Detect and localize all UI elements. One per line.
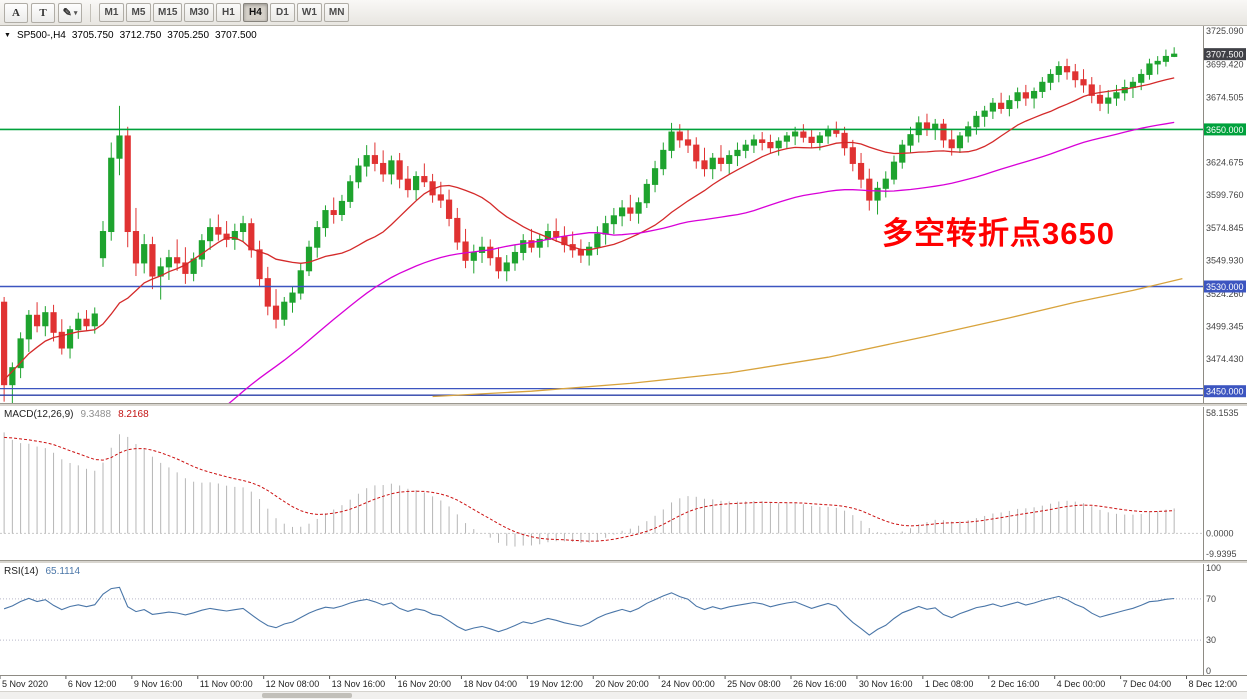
svg-text:8 Dec 12:00: 8 Dec 12:00 [1189, 679, 1238, 689]
macd-pane: 58.1535 0.0000 -9.9395 MACD(12,26,9) 9.348… [0, 407, 1247, 560]
svg-text:3524.260: 3524.260 [1206, 289, 1244, 299]
timeframe-button-m15[interactable]: M15 [153, 3, 183, 22]
crayon-tool-button[interactable]: ✎ ▾ [58, 2, 82, 23]
price-chart[interactable]: 3725.090 3699.420 3674.505 3624.675 3599.760… [0, 26, 1247, 403]
svg-text:13 Nov 16:00: 13 Nov 16:00 [332, 679, 386, 689]
rsi-name: RSI(14) [4, 566, 39, 577]
text-label-tool-button[interactable]: A [4, 2, 28, 23]
scrollbar-thumb[interactable] [262, 693, 352, 698]
toolbar: A T ✎ ▾ M1 M5 M15 M30 H1 H4 D1 W1 MN [0, 0, 1247, 26]
price-pane: 3725.090 3699.420 3674.505 3624.675 3599.760… [0, 26, 1247, 403]
svg-text:3707.500: 3707.500 [1206, 50, 1244, 60]
svg-text:16 Nov 20:00: 16 Nov 20:00 [398, 679, 452, 689]
macd-signal-value: 8.2168 [118, 409, 149, 420]
svg-text:0.0000: 0.0000 [1206, 528, 1234, 538]
timeframe-button-mn[interactable]: MN [323, 3, 350, 22]
timeframe-button-m5[interactable]: M5 [126, 3, 151, 22]
pane-divider[interactable] [0, 560, 1247, 564]
svg-text:6 Nov 12:00: 6 Nov 12:00 [68, 679, 117, 689]
open-value: 3705.750 [71, 30, 114, 41]
svg-text:3725.090: 3725.090 [1206, 26, 1244, 36]
rsi-pane: 100 70 30 0 RSI(14) 65.1114 [0, 564, 1247, 675]
high-value: 3712.750 [119, 30, 162, 41]
crayon-icon: ✎ [62, 7, 72, 19]
svg-text:5 Nov 2020: 5 Nov 2020 [2, 679, 48, 689]
svg-text:9 Nov 16:00: 9 Nov 16:00 [134, 679, 183, 689]
horizontal-scrollbar[interactable] [0, 691, 1247, 699]
macd-chart[interactable]: 58.1535 0.0000 -9.9395 [0, 407, 1247, 560]
rsi-label: RSI(14) 65.1114 [4, 566, 80, 577]
svg-text:3499.345: 3499.345 [1206, 322, 1244, 332]
svg-text:30 Nov 16:00: 30 Nov 16:00 [859, 679, 913, 689]
timeframe-button-h4[interactable]: H4 [242, 3, 268, 22]
svg-text:58.1535: 58.1535 [1206, 408, 1239, 418]
svg-text:70: 70 [1206, 594, 1216, 604]
timeframe-button-h1[interactable]: H1 [215, 3, 241, 22]
svg-text:3674.505: 3674.505 [1206, 92, 1244, 102]
toolbar-separator [90, 3, 91, 22]
svg-text:30: 30 [1206, 635, 1216, 645]
pane-divider[interactable] [0, 403, 1247, 407]
rsi-value: 65.1114 [45, 566, 81, 577]
symbol-timeframe-label: SP500-,H4 [16, 30, 66, 41]
svg-text:3474.430: 3474.430 [1206, 354, 1244, 364]
collapse-triangle-icon[interactable]: ▼ [4, 32, 11, 39]
svg-text:3650.000: 3650.000 [1206, 125, 1244, 135]
timeframe-button-d1[interactable]: D1 [269, 3, 295, 22]
low-value: 3705.250 [167, 30, 210, 41]
svg-text:26 Nov 16:00: 26 Nov 16:00 [793, 679, 847, 689]
macd-label: MACD(12,26,9) 9.3488 8.2168 [4, 409, 149, 420]
cursor-text-tool-button[interactable]: T [31, 2, 55, 23]
svg-text:1 Dec 08:00: 1 Dec 08:00 [925, 679, 974, 689]
svg-text:100: 100 [1206, 564, 1221, 573]
timeframe-toolbar: M1 M5 M15 M30 H1 H4 D1 W1 MN [99, 3, 350, 22]
timeframe-button-m1[interactable]: M1 [99, 3, 124, 22]
svg-text:3699.420: 3699.420 [1206, 60, 1244, 70]
macd-name: MACD(12,26,9) [4, 409, 74, 420]
svg-text:2 Dec 16:00: 2 Dec 16:00 [991, 679, 1040, 689]
time-axis: 5 Nov 2020 6 Nov 12:00 9 Nov 16:00 11 Nov 0… [0, 675, 1247, 691]
symbol-ohlc-display: ▼ SP500-,H4 3705.750 3712.750 3705.250 3… [4, 30, 257, 41]
svg-text:3450.000: 3450.000 [1206, 387, 1244, 397]
svg-text:3599.760: 3599.760 [1206, 190, 1244, 200]
svg-text:-9.9395: -9.9395 [1206, 549, 1237, 559]
svg-text:3549.930: 3549.930 [1206, 255, 1244, 265]
timeframe-button-m30[interactable]: M30 [184, 3, 214, 22]
rsi-chart[interactable]: 100 70 30 0 [0, 564, 1247, 675]
timeframe-button-w1[interactable]: W1 [296, 3, 322, 22]
chevron-down-icon: ▾ [73, 8, 78, 17]
svg-text:18 Nov 04:00: 18 Nov 04:00 [463, 679, 517, 689]
svg-text:25 Nov 08:00: 25 Nov 08:00 [727, 679, 781, 689]
svg-text:4 Dec 00:00: 4 Dec 00:00 [1057, 679, 1106, 689]
svg-text:7 Dec 04:00: 7 Dec 04:00 [1123, 679, 1172, 689]
svg-text:19 Nov 12:00: 19 Nov 12:00 [529, 679, 583, 689]
svg-text:11 Nov 00:00: 11 Nov 00:00 [200, 679, 253, 689]
svg-text:3530.000: 3530.000 [1206, 282, 1244, 292]
svg-text:12 Nov 08:00: 12 Nov 08:00 [266, 679, 320, 689]
svg-text:24 Nov 00:00: 24 Nov 00:00 [661, 679, 715, 689]
close-value: 3707.500 [215, 30, 257, 41]
macd-main-value: 9.3488 [80, 409, 112, 420]
chart-window: 3725.090 3699.420 3674.505 3624.675 3599.760… [0, 26, 1247, 699]
svg-text:3624.675: 3624.675 [1206, 158, 1244, 168]
svg-text:3574.845: 3574.845 [1206, 223, 1244, 233]
svg-text:0: 0 [1206, 666, 1211, 675]
svg-text:20 Nov 20:00: 20 Nov 20:00 [595, 679, 649, 689]
